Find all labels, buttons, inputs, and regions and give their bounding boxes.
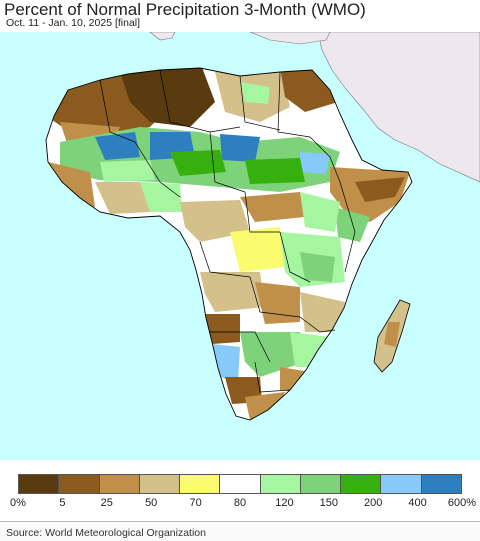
legend-swatch [300, 475, 342, 493]
precipitation-map [0, 32, 480, 460]
map-title: Percent of Normal Precipitation 3-Month … [4, 0, 366, 19]
legend-label: 200 [364, 497, 383, 509]
source-credit: Source: World Meteorological Organizatio… [6, 527, 206, 539]
europe-landmass [149, 32, 331, 45]
legend-label: 80 [233, 497, 247, 509]
legend-swatch [139, 475, 181, 493]
legend-label: 50 [145, 497, 158, 509]
legend-label: 5 [59, 497, 66, 509]
legend-label: 70 [189, 497, 202, 509]
legend-swatch [99, 475, 140, 493]
legend-label: 150 [319, 497, 338, 509]
legend-swatch [59, 475, 100, 493]
legend-labels: 0% 5 25 50 70 80 120 150 200 400 600% [0, 497, 480, 511]
legend-label: 25 [100, 497, 113, 509]
legend-swatch [220, 475, 261, 493]
legend-swatch [341, 475, 382, 493]
legend-label: 400 [408, 497, 427, 509]
legend-swatch [180, 475, 221, 493]
map-subtitle: Oct. 11 - Jan. 10, 2025 [final] [6, 17, 141, 29]
legend-label: 120 [275, 497, 294, 509]
legend-swatch [260, 475, 301, 493]
legend-swatch [421, 475, 461, 493]
legend-color-bar [18, 474, 462, 494]
legend-label: 600% [447, 497, 477, 509]
legend-swatch [19, 475, 60, 493]
legend-swatch [381, 475, 422, 493]
footer: Source: World Meteorological Organizatio… [0, 521, 480, 541]
country-borders [99, 69, 356, 393]
arabia-landmass [317, 32, 480, 183]
legend-label: 0% [10, 497, 26, 509]
